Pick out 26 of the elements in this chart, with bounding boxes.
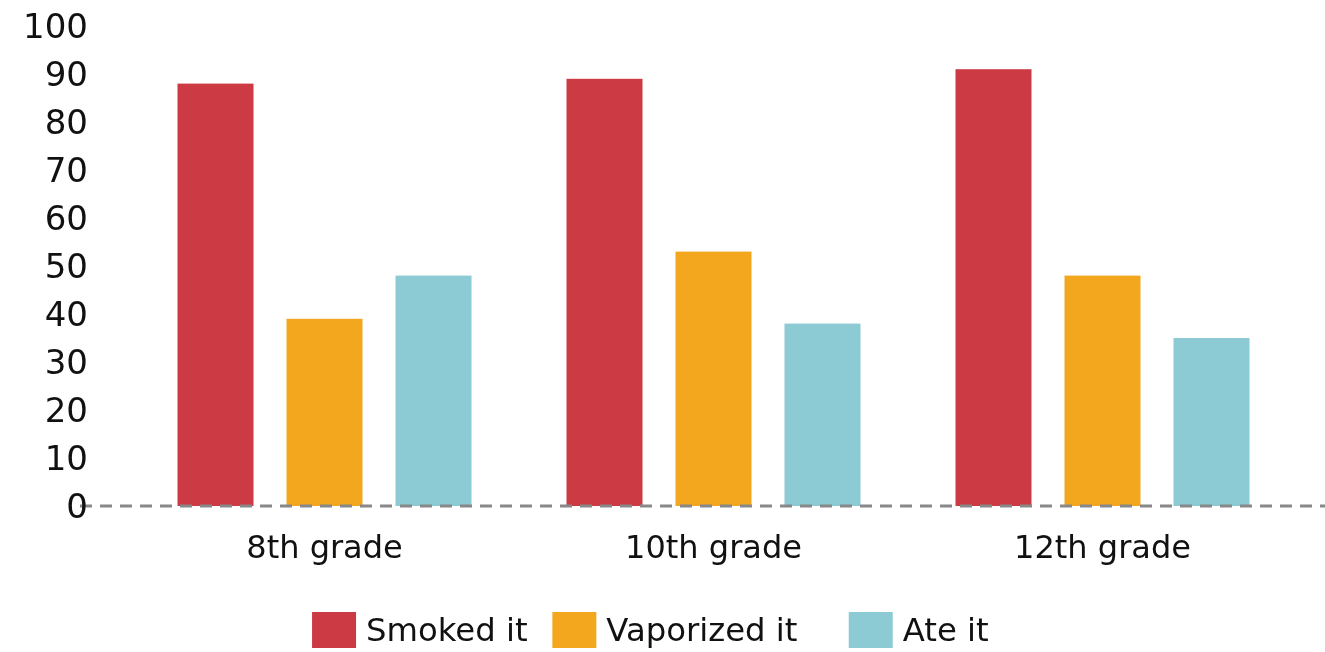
- y-tick-label: 10: [44, 437, 88, 478]
- legend-label: Smoked it: [366, 611, 528, 650]
- bar: [784, 323, 861, 506]
- y-tick-label: 40: [44, 293, 88, 334]
- legend-label: Vaporized it: [606, 611, 798, 650]
- y-tick-label: 20: [44, 389, 88, 430]
- bar: [286, 318, 363, 506]
- legend-label: Ate it: [902, 611, 989, 650]
- x-tick-label: 8th grade: [246, 528, 403, 566]
- y-tick-label: 60: [44, 197, 88, 238]
- bar: [1173, 338, 1250, 506]
- y-tick-label: 100: [23, 5, 88, 46]
- y-tick-label: 0: [66, 485, 88, 526]
- bar: [955, 69, 1032, 506]
- bar: [1064, 275, 1141, 506]
- y-tick-label: 50: [44, 245, 88, 286]
- bar: [177, 83, 254, 506]
- bar: [675, 251, 752, 506]
- bar: [566, 78, 643, 506]
- x-tick-label: 12th grade: [1014, 528, 1191, 566]
- x-tick-label: 10th grade: [625, 528, 802, 566]
- bar: [395, 275, 472, 506]
- y-tick-label: 90: [44, 53, 88, 94]
- y-tick-label: 80: [44, 101, 88, 142]
- y-tick-label: 30: [44, 341, 88, 382]
- y-tick-label: 70: [44, 149, 88, 190]
